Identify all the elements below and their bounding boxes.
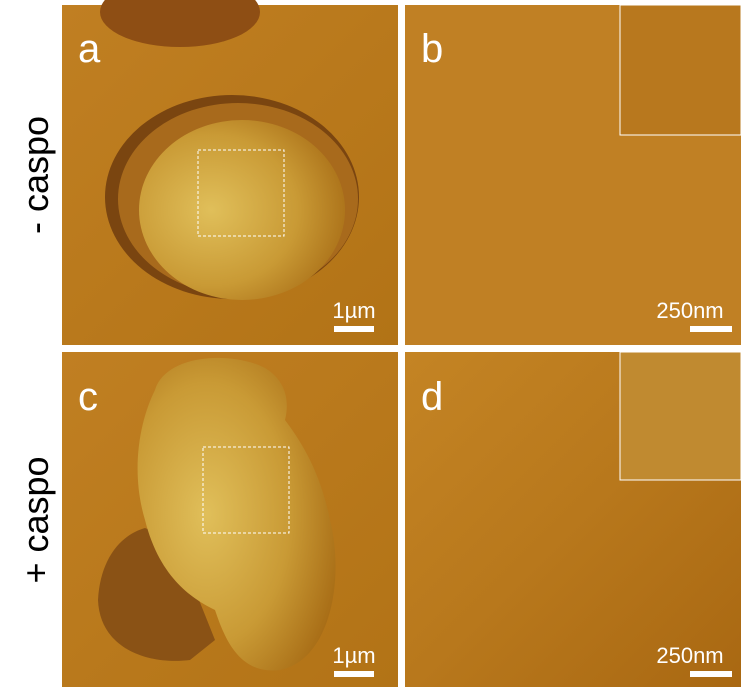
panel-letter: a (78, 27, 101, 71)
panel-a: a 1µm (62, 0, 398, 345)
scale-bar-label: 250nm (656, 298, 723, 323)
panel-letter: d (421, 375, 443, 419)
row-label: + caspo (15, 456, 56, 583)
panel-letter: b (421, 27, 443, 71)
panel-b: b 250nm (405, 5, 741, 345)
panel-d: d 250nm (405, 352, 741, 687)
scale-bar-label: 1µm (332, 298, 375, 323)
scale-bar-label: 1µm (332, 643, 375, 668)
row-label: - caspo (15, 116, 56, 234)
figure: - caspo + caspo a 1µm b 250nm c 1µm d 2 (0, 0, 741, 687)
panel-c: c 1µm (62, 352, 398, 687)
scale-bar-label: 250nm (656, 643, 723, 668)
panel-letter: c (78, 375, 98, 419)
